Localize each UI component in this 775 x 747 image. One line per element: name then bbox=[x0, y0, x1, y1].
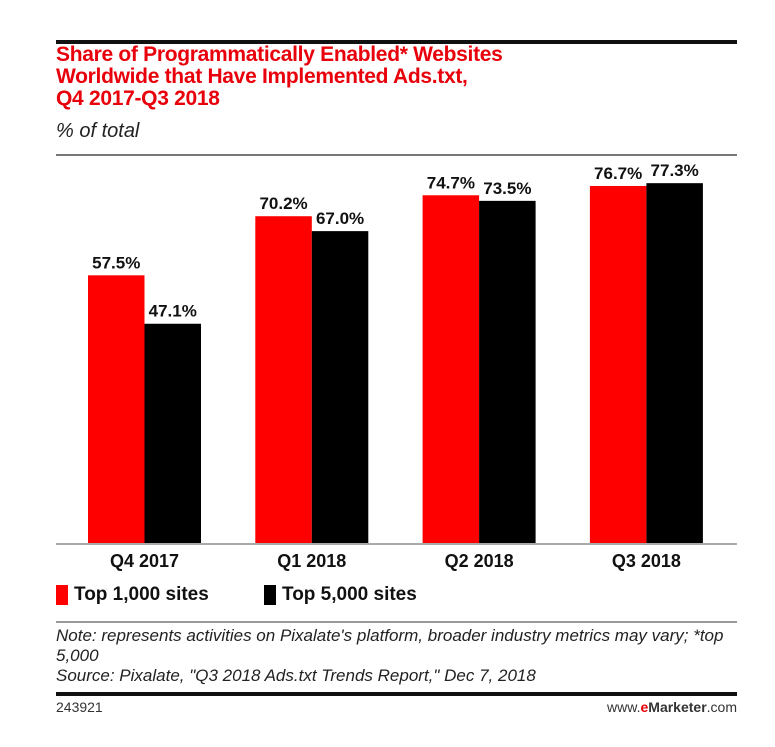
header-rule bbox=[56, 154, 737, 156]
x-tick-label: Q4 2017 bbox=[110, 551, 179, 571]
data-label: 47.1% bbox=[149, 302, 197, 321]
source-text: Source: Pixalate, "Q3 2018 Ads.txt Trend… bbox=[56, 666, 536, 685]
chart-title: Share of Programmatically Enabled* Websi… bbox=[56, 44, 737, 110]
legend-item-top-1000: Top 1,000 sites bbox=[56, 584, 209, 606]
x-tick-label: Q2 2018 bbox=[445, 551, 514, 571]
emarketer-logo[interactable]: www.eMarketer.com bbox=[607, 699, 737, 715]
title-line: Q4 2017-Q3 2018 bbox=[56, 87, 220, 110]
title-line: Share of Programmatically Enabled* Websi… bbox=[56, 43, 503, 66]
bar bbox=[255, 216, 312, 543]
x-tick-label: Q3 2018 bbox=[612, 551, 681, 571]
bar bbox=[479, 200, 536, 544]
title-line: Worldwide that Have Implemented Ads.txt, bbox=[56, 65, 468, 88]
note-text: Note: represents activities on Pixalate'… bbox=[56, 626, 724, 665]
legend-label: Top 1,000 sites bbox=[74, 584, 209, 605]
brand-main: Marketer bbox=[648, 699, 707, 715]
brand-pre: www. bbox=[607, 699, 641, 715]
brand-post: .com bbox=[706, 699, 737, 715]
data-label: 77.3% bbox=[651, 161, 699, 180]
data-label: 74.7% bbox=[427, 173, 475, 192]
top-rule bbox=[56, 40, 737, 44]
data-label: 70.2% bbox=[259, 194, 307, 213]
data-label: 57.5% bbox=[92, 253, 140, 272]
bar bbox=[311, 231, 369, 544]
chart-id: 243921 bbox=[56, 699, 103, 715]
x-tick-label: Q1 2018 bbox=[277, 551, 346, 571]
bar bbox=[422, 195, 480, 544]
bar bbox=[589, 185, 647, 544]
brand-e: e bbox=[640, 699, 649, 715]
data-label: 67.0% bbox=[316, 209, 364, 228]
chart-notes: Note: represents activities on Pixalate'… bbox=[56, 626, 746, 686]
legend-swatch-black bbox=[264, 585, 276, 605]
notes-rule bbox=[56, 621, 737, 623]
bar bbox=[88, 275, 145, 543]
bar bbox=[646, 183, 703, 543]
legend-swatch-red bbox=[56, 585, 68, 605]
data-label: 73.5% bbox=[483, 179, 531, 198]
bar bbox=[144, 323, 201, 543]
legend-item-top-5000: Top 5,000 sites bbox=[264, 584, 417, 606]
data-label: 76.7% bbox=[594, 164, 642, 183]
chart-subtitle: % of total bbox=[56, 120, 140, 142]
legend-label: Top 5,000 sites bbox=[282, 584, 417, 605]
bottom-rule bbox=[56, 692, 737, 696]
